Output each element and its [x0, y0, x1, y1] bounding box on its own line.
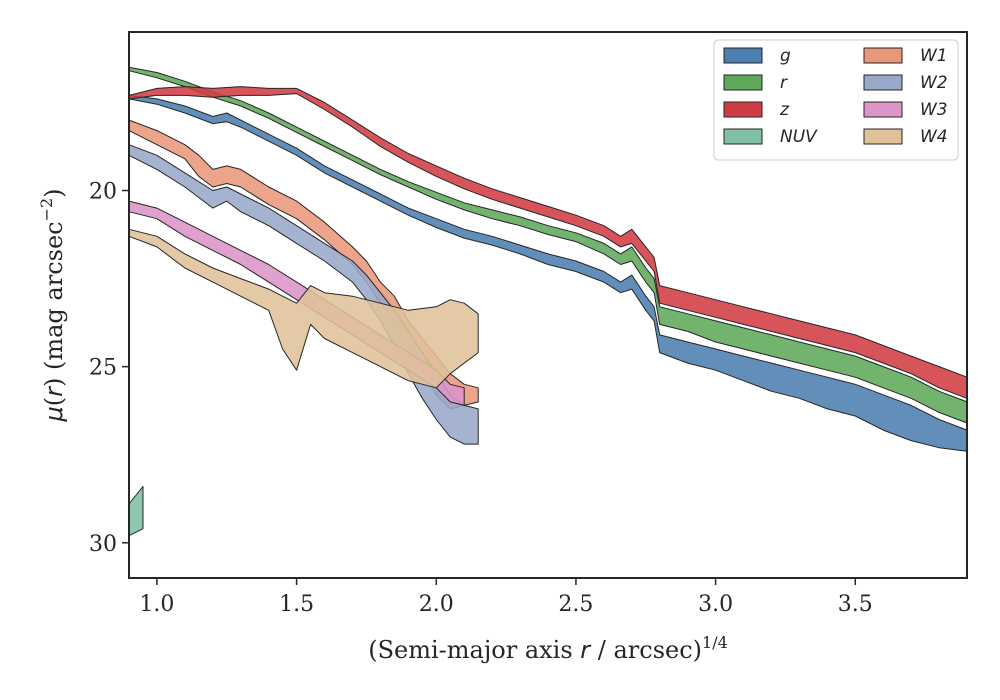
legend-label-w3: W3 — [920, 100, 948, 120]
legend-swatch-w1 — [863, 47, 903, 64]
y-tick-label: 25 — [89, 356, 117, 381]
band-w4 — [128, 228, 479, 389]
legend-swatch-w2 — [863, 74, 903, 91]
legend-swatch-z — [723, 101, 763, 118]
band-w3 — [128, 200, 465, 406]
x-tick-label: 1.5 — [279, 592, 314, 617]
legend-label-w4: W4 — [920, 127, 948, 147]
legend-swatch-nuv — [723, 128, 763, 145]
legend-label-z: z — [779, 100, 790, 120]
legend-label-w2: W2 — [920, 73, 948, 93]
x-axis-label: (Semi-major axis r / arcsec)1/4 — [368, 633, 728, 664]
legend-swatch-w4 — [863, 128, 903, 145]
x-tick-label: 2.0 — [419, 592, 454, 617]
legend-label-nuv: NUV — [780, 127, 818, 147]
band-w2 — [128, 144, 479, 445]
x-tick-label: 3.5 — [838, 592, 873, 617]
legend-label-g: g — [780, 46, 791, 66]
legend-swatch-w3 — [863, 101, 903, 118]
plot-frame — [128, 31, 968, 579]
legend-label-r: r — [780, 73, 788, 93]
x-axis-ticks: 1.0 1.5 2.0 2.5 3.0 3.5 — [139, 578, 873, 617]
x-tick-label: 2.5 — [558, 592, 593, 617]
legend: grz NUV W1 W2 W3 W4 — [713, 39, 959, 161]
band-nuv — [128, 485, 144, 537]
x-tick-label: 3.0 — [698, 592, 733, 617]
legend-swatch-g — [723, 47, 763, 64]
y-axis-label: μ(r) (mag arcsec−2) — [37, 188, 68, 422]
y-tick-label: 20 — [89, 180, 117, 205]
legend-label-w1: W1 — [920, 46, 948, 66]
y-tick-label: 30 — [89, 532, 117, 557]
legend-swatch-r — [723, 74, 763, 91]
x-tick-label: 1.0 — [139, 592, 174, 617]
surface-brightness-bands — [128, 66, 968, 537]
y-axis-ticks: 20 25 30 — [89, 180, 129, 557]
